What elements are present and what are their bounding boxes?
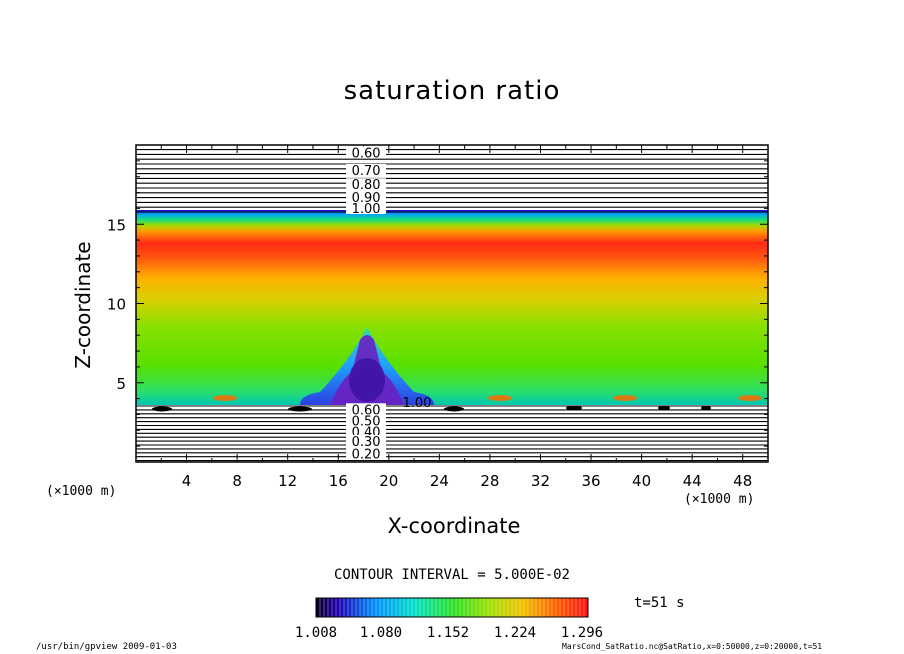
contour-interval-label: CONTOUR INTERVAL = 5.000E-02 — [333, 567, 570, 583]
x-tick-label: 16 — [329, 472, 348, 490]
field-lens — [213, 395, 237, 401]
x-tick-label: 8 — [232, 472, 242, 490]
x-tick-label: 48 — [733, 472, 752, 490]
colorbar-tick-label: 1.224 — [494, 625, 536, 641]
contour-label-bg — [346, 178, 387, 191]
contour-label-mid: 1.00 — [402, 396, 431, 411]
contour-label-bg — [346, 434, 387, 447]
colorbar-tick-label: 1.080 — [360, 625, 402, 641]
field-lens — [488, 395, 512, 401]
contour-label: 0.80 — [352, 178, 381, 193]
upper-contours — [136, 149, 768, 213]
color-field — [136, 210, 768, 405]
contour-label-bg — [346, 414, 387, 427]
x-tick-label: 32 — [531, 472, 550, 490]
y-tick-label: 5 — [116, 375, 126, 393]
x-tick-label: 36 — [581, 472, 600, 490]
contour-labels: 0.600.700.800.901.000.600.500.400.300.20… — [346, 146, 431, 463]
contour-blob — [444, 406, 464, 412]
x-axis-label: X-coordinate — [387, 514, 521, 538]
contour-blob — [152, 406, 172, 412]
contour-blobs — [152, 395, 762, 412]
x-unit-label-left: (×1000 m) — [46, 484, 117, 499]
contour-blob — [701, 405, 711, 411]
contour-label-bg — [346, 201, 387, 214]
contour-label-bg — [346, 146, 387, 159]
contour-label-bg — [346, 425, 387, 438]
contour-blob — [288, 406, 312, 412]
contour-blob — [566, 405, 582, 411]
field-lens — [738, 395, 762, 401]
x-tick-label: 24 — [430, 472, 449, 490]
contour-label-bg — [346, 163, 387, 176]
y-tick-label: 10 — [107, 296, 126, 314]
x-tick-label: 40 — [632, 472, 651, 490]
chart-title: saturation ratio — [343, 76, 561, 106]
colorbar-ticks: 1.008 1.080 1.152 1.224 1.296 — [295, 625, 603, 641]
time-label: t=51 s — [634, 595, 685, 611]
x-tick-label: 12 — [278, 472, 297, 490]
colorbar-tick-label: 1.152 — [427, 625, 469, 641]
x-tick-label: 28 — [480, 472, 499, 490]
cone-center — [349, 358, 385, 402]
contour-label: 0.70 — [352, 164, 381, 179]
y-tick-label: 15 — [107, 216, 126, 234]
colorbar-frame — [315, 597, 589, 618]
contour-label: 0.30 — [352, 435, 381, 450]
contour-label-bg — [346, 190, 387, 203]
lower-contours — [136, 405, 768, 462]
contour-blob — [658, 405, 670, 411]
contour-label: 1.00 — [352, 202, 381, 217]
contour-label: 0.60 — [352, 147, 381, 162]
colorbar-tick-label: 1.008 — [295, 625, 337, 641]
contour-label-bg — [346, 403, 387, 416]
x-axis: 4 8 12 16 20 24 28 32 36 40 44 48 — [160, 145, 752, 490]
contour-label: 0.20 — [352, 448, 381, 463]
x-tick-label: 4 — [182, 472, 192, 490]
y-axis: 5 10 15 — [107, 160, 768, 447]
plot-area — [135, 144, 769, 463]
contour-label-bg — [346, 447, 387, 460]
footer-right: MarsCond_SatRatio.nc@SatRatio,x=0:50000,… — [562, 642, 823, 651]
colorbar-divisions — [319, 598, 585, 617]
x-unit-label-right: (×1000 m) — [684, 492, 755, 507]
colorbar: 1.008 1.080 1.152 1.224 1.296 — [295, 597, 603, 641]
colorbar-tick-label: 1.296 — [561, 625, 603, 641]
field-lens — [613, 395, 637, 401]
x-tick-label: 20 — [379, 472, 398, 490]
x-tick-label: 44 — [683, 472, 702, 490]
footer-left: /usr/bin/gpview 2009-01-03 — [36, 642, 177, 652]
